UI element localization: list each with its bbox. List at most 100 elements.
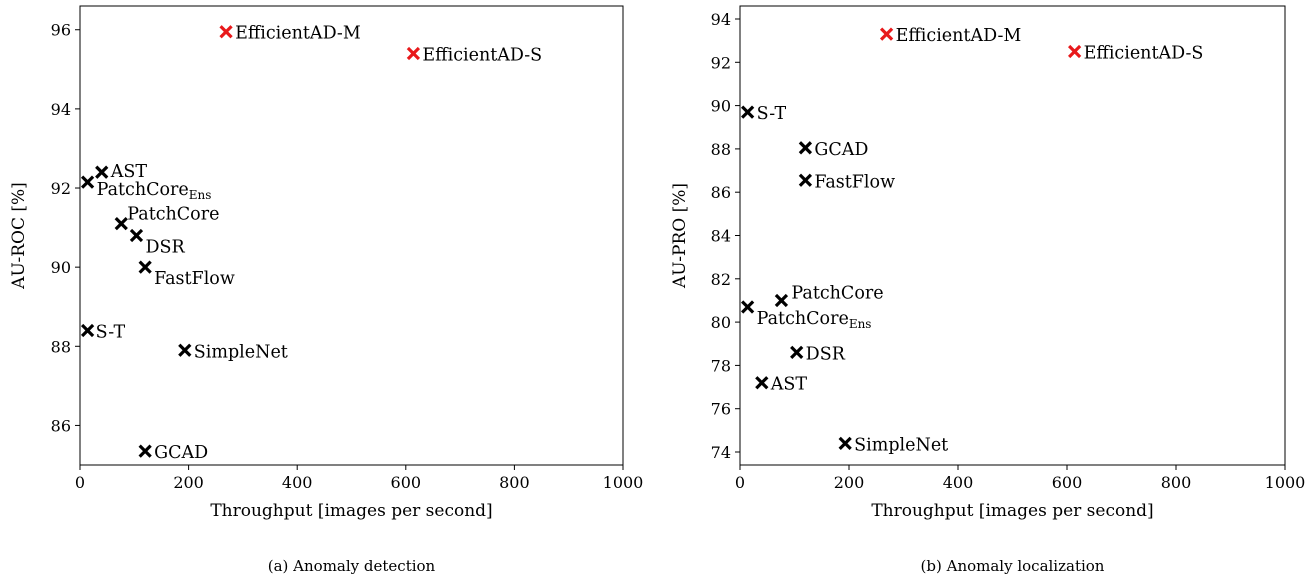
marker-stroke [740, 300, 755, 314]
y-tick-label: 82 [711, 270, 731, 289]
marker-stroke [1067, 44, 1082, 59]
y-tick-label: 88 [711, 140, 731, 159]
x-tick-label: 0 [75, 473, 85, 492]
y-tick-label: 86 [711, 183, 731, 202]
marker-stroke [129, 228, 144, 243]
data-point-label: AST [110, 162, 148, 182]
y-tick-label: 94 [51, 100, 71, 119]
data-point-label: SimpleNet [854, 435, 948, 455]
data-point-label: EfficientAD-S [1084, 43, 1204, 63]
y-tick-label: 94 [711, 10, 731, 29]
marker-stroke [755, 376, 769, 390]
marker-stroke [838, 436, 852, 450]
data-point-marker [774, 293, 789, 308]
chart-panel-b: 0 200 400 600 800 1000 74 76 78 80 82 84 86 88 90 92 94 T… [670, 5, 1306, 575]
y-tick-label: 74 [711, 443, 731, 462]
marker-stroke [740, 105, 755, 119]
data-point-marker [138, 444, 152, 458]
y-tick-label: 86 [51, 416, 71, 435]
x-tick-label: 1000 [603, 473, 644, 492]
data-point-label: GCAD [154, 443, 208, 463]
data-point-marker [129, 228, 144, 243]
x-tick-label: 400 [282, 473, 313, 492]
marker-stroke [879, 27, 894, 41]
data-point-marker [790, 345, 804, 360]
data-point-marker [138, 260, 152, 274]
y-tick-label: 76 [711, 400, 731, 419]
data-point-marker [406, 46, 421, 61]
marker-stroke [219, 25, 233, 39]
data-point-marker [798, 141, 813, 155]
y-tick-label: 90 [711, 97, 731, 116]
data-point-marker [114, 216, 128, 231]
data-point-label: PatchCoreEns [757, 309, 872, 331]
marker-stroke [798, 173, 813, 187]
x-tick-label: 800 [1161, 473, 1192, 492]
x-tick-label: 600 [1052, 473, 1083, 492]
x-tick-label: 600 [391, 473, 422, 492]
marker-stroke [774, 293, 789, 308]
y-axis-label: AU-PRO [%] [670, 183, 690, 289]
marker-stroke [80, 175, 95, 189]
x-axis-label: Throughput [images per second] [871, 501, 1153, 521]
data-point-marker [879, 27, 894, 41]
y-axis-label: AU-ROC [%] [9, 182, 29, 290]
figure-caption: (a) Anomaly detection [268, 557, 436, 575]
data-point-marker [219, 25, 233, 39]
marker-stroke [178, 343, 192, 357]
data-point-label-subscript: Ens [849, 317, 872, 331]
data-point-label: PatchCore [127, 205, 219, 225]
x-tick-label: 0 [735, 473, 745, 492]
data-point-label: FastFlow [814, 172, 895, 192]
x-tick-label: 400 [943, 473, 974, 492]
marker-stroke [798, 141, 813, 155]
x-tick-label: 200 [173, 473, 204, 492]
marker-stroke [138, 260, 152, 274]
plot-frame [79, 5, 624, 466]
data-point-label-subscript: Ens [189, 188, 212, 202]
data-point-label: PatchCoreEns [97, 180, 212, 202]
x-tick-label: 200 [834, 473, 865, 492]
data-point-label: FastFlow [154, 269, 235, 289]
y-tick-label: 90 [51, 258, 71, 277]
data-point-marker [740, 105, 755, 119]
data-point-marker [740, 300, 755, 314]
data-point-marker [755, 376, 769, 390]
data-point-marker [80, 175, 95, 189]
data-point-label: GCAD [814, 140, 868, 160]
y-tick-label: 80 [711, 313, 731, 332]
x-axis-label: Throughput [images per second] [210, 501, 492, 521]
y-tick-label: 84 [711, 227, 731, 246]
x-tick-label: 800 [499, 473, 530, 492]
marker-stroke [95, 165, 109, 179]
chart-panel-a: 0 200 400 600 800 1000 86 88 90 92 94 96 Throughput … [9, 5, 644, 575]
y-tick-label: 88 [51, 337, 71, 356]
y-tick-label: 96 [51, 21, 71, 40]
marker-stroke [138, 444, 152, 458]
data-point-label: PatchCore [791, 283, 883, 303]
data-point-label: S-T [96, 322, 126, 342]
marker-stroke [790, 345, 804, 360]
data-point-marker [838, 436, 852, 450]
y-tick-label: 78 [711, 356, 731, 375]
y-tick-label: 92 [711, 53, 731, 72]
data-point-label: EfficientAD-S [422, 45, 542, 65]
data-point-label: DSR [806, 344, 846, 364]
data-point-marker [95, 165, 109, 179]
figure-caption: (b) Anomaly localization [921, 557, 1105, 575]
data-point-label: AST [770, 375, 808, 395]
data-point-label: SimpleNet [194, 342, 288, 362]
data-point-label: EfficientAD-M [896, 26, 1022, 46]
y-tick-label: 92 [51, 179, 71, 198]
marker-stroke [114, 216, 128, 231]
data-point-label: S-T [757, 104, 787, 124]
data-point-label: DSR [145, 238, 185, 258]
data-point-marker [178, 343, 192, 357]
x-tick-label: 1000 [1265, 473, 1306, 492]
data-point-marker [80, 323, 95, 338]
marker-stroke [80, 323, 95, 338]
marker-stroke [406, 46, 421, 61]
plot-frame [739, 5, 1286, 466]
data-point-marker [1067, 44, 1082, 59]
